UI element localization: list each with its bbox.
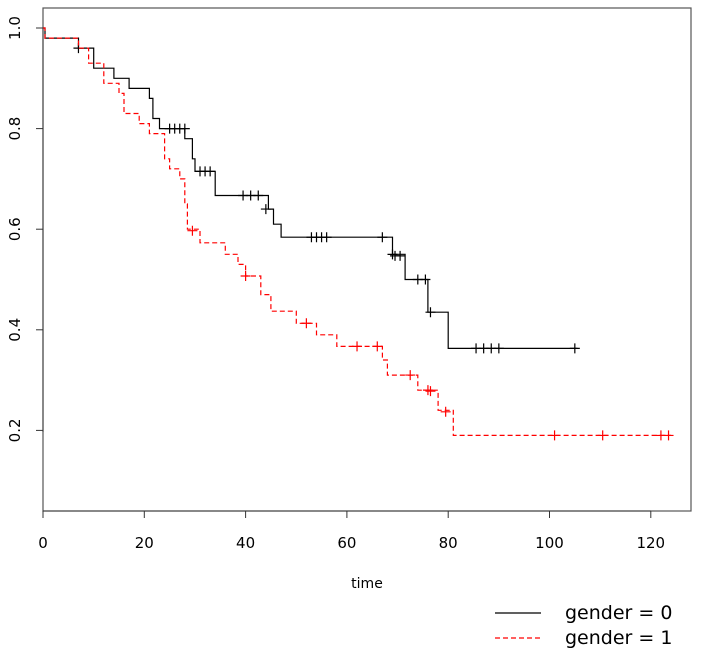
censor-mark-gender-0-7 xyxy=(205,166,216,177)
censor-mark-gender-1-8 xyxy=(440,406,451,417)
censor-mark-gender-0-21 xyxy=(420,274,431,285)
censor-mark-gender-0-17 xyxy=(387,249,398,260)
censor-mark-gender-1-4 xyxy=(372,341,383,352)
x-tick-label-40: 40 xyxy=(236,534,255,552)
censor-mark-gender-0-27 xyxy=(569,343,580,354)
censor-mark-gender-1-0 xyxy=(187,225,198,236)
censor-mark-gender-0-19 xyxy=(395,250,406,261)
legend-label-gender-1: gender = 1 xyxy=(565,627,672,649)
y-tick-label-0.2: 0.2 xyxy=(6,418,24,442)
legend-label-gender-0: gender = 0 xyxy=(565,602,672,624)
x-tick-label-60: 60 xyxy=(337,534,356,552)
legend: gender = 0 gender = 1 xyxy=(495,602,672,649)
censor-mark-gender-0-15 xyxy=(321,232,332,243)
censor-mark-gender-1-7 xyxy=(425,386,436,397)
series-line-gender-1 xyxy=(43,27,672,436)
x-tick-label-120: 120 xyxy=(636,534,665,552)
censor-mark-gender-1-5 xyxy=(405,370,416,381)
censor-mark-gender-0-26 xyxy=(493,343,504,354)
censor-mark-gender-1-12 xyxy=(663,430,674,441)
x-axis-label: time xyxy=(351,576,383,592)
x-tick-label-80: 80 xyxy=(439,534,458,552)
plot-border xyxy=(42,7,692,512)
x-tick-label-20: 20 xyxy=(135,534,154,552)
series-gender-0 xyxy=(43,27,580,354)
censor-mark-gender-0-16 xyxy=(377,232,388,243)
series-line-gender-0 xyxy=(43,27,578,349)
y-axis: 0.2 0.4 0.6 0.8 1.0 xyxy=(6,16,44,442)
censor-mark-gender-1-1 xyxy=(240,270,251,281)
censor-mark-gender-1-6 xyxy=(422,385,433,396)
censor-mark-gender-0-4 xyxy=(179,123,190,134)
censor-mark-gender-1-3 xyxy=(352,341,363,352)
y-tick-label-0.8: 0.8 xyxy=(6,117,24,141)
y-tick-label-0.6: 0.6 xyxy=(6,217,24,241)
censor-mark-gender-0-11 xyxy=(260,204,271,215)
series-layer xyxy=(43,27,674,441)
series-gender-1 xyxy=(43,27,674,441)
censor-mark-gender-0-10 xyxy=(253,190,264,201)
censor-mark-gender-0-22 xyxy=(425,307,436,318)
x-tick-label-100: 100 xyxy=(535,534,564,552)
x-axis: 0 20 40 60 80 100 120 xyxy=(38,510,665,552)
censor-mark-gender-1-10 xyxy=(597,430,608,441)
censor-mark-gender-1-2 xyxy=(301,318,312,329)
x-tick-label-0: 0 xyxy=(38,534,48,552)
censor-mark-gender-1-9 xyxy=(549,430,560,441)
y-tick-label-0.4: 0.4 xyxy=(6,318,24,342)
y-tick-label-1.0: 1.0 xyxy=(6,16,24,40)
